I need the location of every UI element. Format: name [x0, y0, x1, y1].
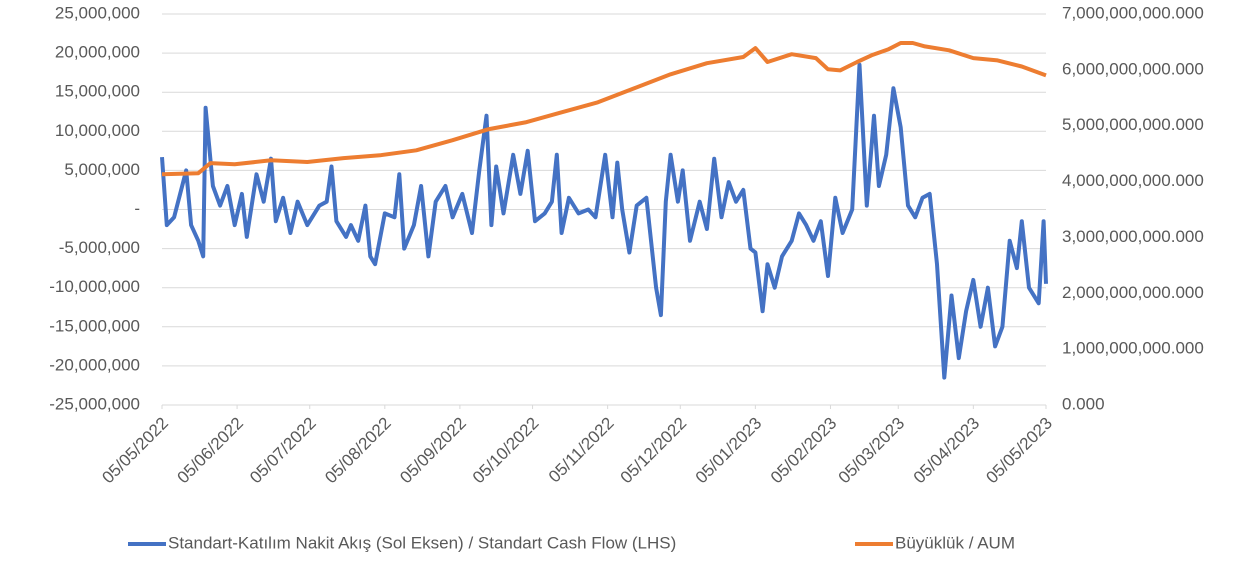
x-tick-label: 05/11/2022: [545, 414, 618, 487]
y-tick-label: 25,000,000: [55, 3, 140, 22]
y2-tick-label: 2,000,000,000.000: [1062, 283, 1204, 302]
x-tick-label: 05/06/2022: [173, 414, 247, 488]
y-tick-label: -: [134, 199, 140, 218]
x-tick-label: 05/09/2022: [396, 414, 470, 488]
y-tick-label: 15,000,000: [55, 82, 140, 101]
legend-label: Büyüklük / AUM: [895, 533, 1015, 552]
y-tick-label: -25,000,000: [49, 394, 140, 413]
y2-tick-label: 1,000,000,000.000: [1062, 339, 1204, 358]
y2-tick-label: 4,000,000,000.000: [1062, 171, 1204, 190]
y-tick-label: -20,000,000: [49, 355, 140, 374]
y-tick-label: -5,000,000: [59, 238, 140, 257]
y-tick-label: 20,000,000: [55, 43, 140, 62]
x-tick-label: 05/08/2022: [321, 414, 395, 488]
x-tick-label: 05/03/2023: [835, 414, 909, 488]
x-tick-label: 05/05/2022: [98, 414, 172, 488]
y2-tick-label: 6,000,000,000.000: [1062, 59, 1204, 78]
x-tick-label: 05/12/2022: [617, 414, 691, 488]
x-tick-label: 05/01/2023: [692, 414, 766, 488]
x-tick-label: 05/05/2023: [982, 414, 1056, 488]
legend-label: Standart-Katılım Nakit Akış (Sol Eksen) …: [168, 533, 676, 552]
y-tick-label: -10,000,000: [49, 277, 140, 296]
x-tick-label: 05/07/2022: [246, 414, 320, 488]
x-tick-label: 05/04/2023: [910, 414, 984, 488]
x-tick-label: 05/10/2022: [469, 414, 543, 488]
y-tick-label: 5,000,000: [64, 160, 140, 179]
y2-tick-label: 0.000: [1062, 394, 1105, 413]
y-tick-label: -15,000,000: [49, 316, 140, 335]
y2-tick-label: 7,000,000,000.000: [1062, 3, 1204, 22]
series-line: [160, 62, 1048, 380]
series-line: [161, 41, 1047, 177]
x-tick-label: 05/02/2023: [767, 414, 841, 488]
y-tick-label: 10,000,000: [55, 121, 140, 140]
y2-tick-label: 3,000,000,000.000: [1062, 227, 1204, 246]
y2-tick-label: 5,000,000,000.000: [1062, 115, 1204, 134]
